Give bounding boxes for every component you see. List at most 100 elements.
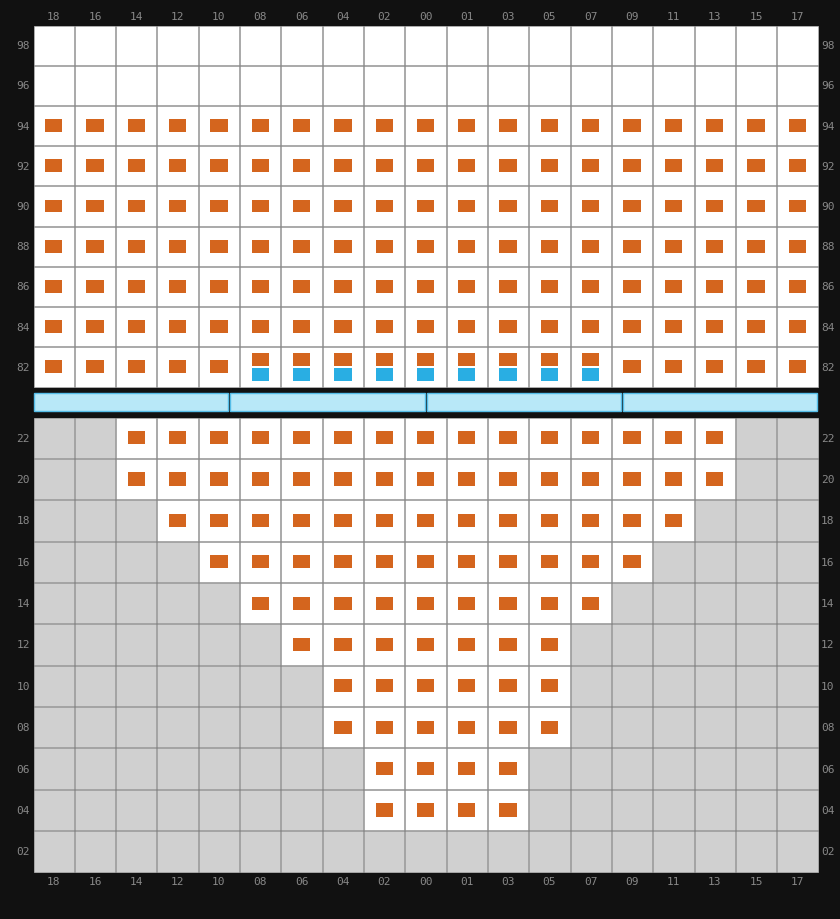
Bar (777, 147, 817, 187)
Bar (323, 27, 363, 65)
Bar (334, 679, 352, 693)
Bar (116, 790, 156, 830)
Bar (230, 393, 424, 412)
Text: 16: 16 (88, 876, 102, 886)
Bar (116, 107, 156, 146)
Bar (654, 501, 694, 541)
Bar (570, 147, 611, 187)
Bar (240, 348, 281, 387)
Bar (447, 107, 487, 146)
Bar (157, 348, 197, 387)
Bar (500, 638, 517, 652)
Bar (777, 308, 817, 346)
Bar (777, 67, 817, 106)
Bar (293, 280, 310, 293)
Bar (748, 361, 764, 374)
Bar (695, 67, 735, 106)
Bar (736, 227, 776, 267)
Bar (375, 556, 393, 569)
Bar (582, 200, 600, 213)
Bar (199, 27, 239, 65)
Text: 90: 90 (821, 202, 834, 211)
Bar (529, 584, 570, 624)
Bar (116, 267, 156, 307)
Text: 86: 86 (821, 282, 834, 292)
Bar (612, 542, 652, 583)
Bar (116, 749, 156, 789)
Text: 12: 12 (821, 640, 834, 650)
Text: 07: 07 (584, 12, 597, 22)
Bar (654, 584, 694, 624)
Bar (458, 120, 475, 133)
Bar (417, 241, 434, 254)
Text: 08: 08 (17, 722, 30, 732)
Bar (157, 501, 197, 541)
Bar (654, 666, 694, 707)
Bar (500, 679, 517, 693)
Bar (529, 831, 570, 871)
Bar (736, 749, 776, 789)
Bar (334, 200, 352, 213)
Bar (777, 831, 817, 871)
Bar (293, 200, 310, 213)
Bar (251, 353, 269, 366)
Bar (293, 556, 310, 569)
Bar (654, 749, 694, 789)
Bar (612, 267, 652, 307)
Bar (582, 321, 600, 334)
Bar (488, 625, 528, 665)
Bar (570, 584, 611, 624)
Bar (199, 501, 239, 541)
Bar (334, 321, 352, 334)
Bar (34, 67, 74, 106)
Bar (529, 708, 570, 747)
Bar (417, 556, 434, 569)
Bar (582, 556, 600, 569)
Bar (323, 584, 363, 624)
Bar (323, 708, 363, 747)
Bar (447, 584, 487, 624)
Bar (45, 120, 62, 133)
Bar (654, 147, 694, 187)
Text: 90: 90 (17, 202, 30, 211)
Bar (570, 67, 611, 106)
Bar (281, 542, 322, 583)
Bar (406, 187, 446, 226)
Text: 92: 92 (17, 162, 30, 172)
Bar (777, 666, 817, 707)
Bar (199, 147, 239, 187)
Bar (406, 267, 446, 307)
Bar (251, 120, 269, 133)
Bar (447, 27, 487, 65)
Text: 88: 88 (821, 242, 834, 252)
Bar (75, 147, 115, 187)
Bar (199, 625, 239, 665)
Bar (406, 625, 446, 665)
Text: 11: 11 (667, 12, 680, 22)
Bar (364, 67, 404, 106)
Bar (364, 625, 404, 665)
Bar (281, 749, 322, 789)
Text: 05: 05 (543, 12, 556, 22)
Bar (240, 666, 281, 707)
Bar (75, 418, 115, 459)
Bar (447, 666, 487, 707)
Bar (736, 831, 776, 871)
Bar (748, 120, 764, 133)
Bar (664, 432, 682, 445)
Text: 82: 82 (17, 362, 30, 372)
Text: 08: 08 (254, 876, 267, 886)
Bar (281, 267, 322, 307)
Bar (45, 241, 62, 254)
Bar (240, 625, 281, 665)
Bar (116, 584, 156, 624)
Bar (612, 666, 652, 707)
Bar (736, 267, 776, 307)
Bar (777, 749, 817, 789)
Bar (706, 280, 723, 293)
Bar (570, 460, 611, 500)
Bar (293, 353, 310, 366)
Bar (529, 107, 570, 146)
Bar (323, 666, 363, 707)
Bar (116, 27, 156, 65)
